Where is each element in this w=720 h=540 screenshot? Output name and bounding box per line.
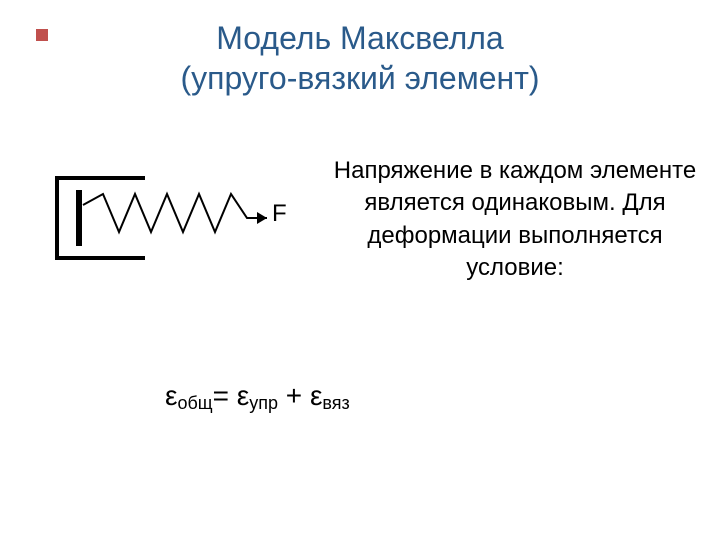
eq-epsilon-1: ε bbox=[165, 380, 177, 411]
content-row: Напряжение в каждом элементе является од… bbox=[0, 155, 720, 285]
force-label: F bbox=[272, 200, 287, 228]
title-line-1: Модель Максвелла bbox=[0, 18, 720, 58]
description-container: Напряжение в каждом элементе является од… bbox=[330, 155, 720, 285]
eq-sub-elastic: упр bbox=[249, 393, 278, 413]
eq-plus: + bbox=[278, 380, 310, 411]
maxwell-model-diagram bbox=[25, 160, 305, 280]
eq-epsilon-2: ε bbox=[237, 380, 249, 411]
eq-equals: = bbox=[213, 380, 237, 411]
page-title: Модель Максвелла (упруго-вязкий элемент) bbox=[0, 18, 720, 98]
title-line-2: (упруго-вязкий элемент) bbox=[0, 58, 720, 98]
equation: εобщ= εупр + εвяз bbox=[165, 380, 350, 414]
eq-sub-viscous: вяз bbox=[322, 393, 349, 413]
description-text: Напряжение в каждом элементе является од… bbox=[330, 155, 700, 285]
eq-sub-total: общ bbox=[177, 393, 212, 413]
eq-epsilon-3: ε bbox=[310, 380, 322, 411]
